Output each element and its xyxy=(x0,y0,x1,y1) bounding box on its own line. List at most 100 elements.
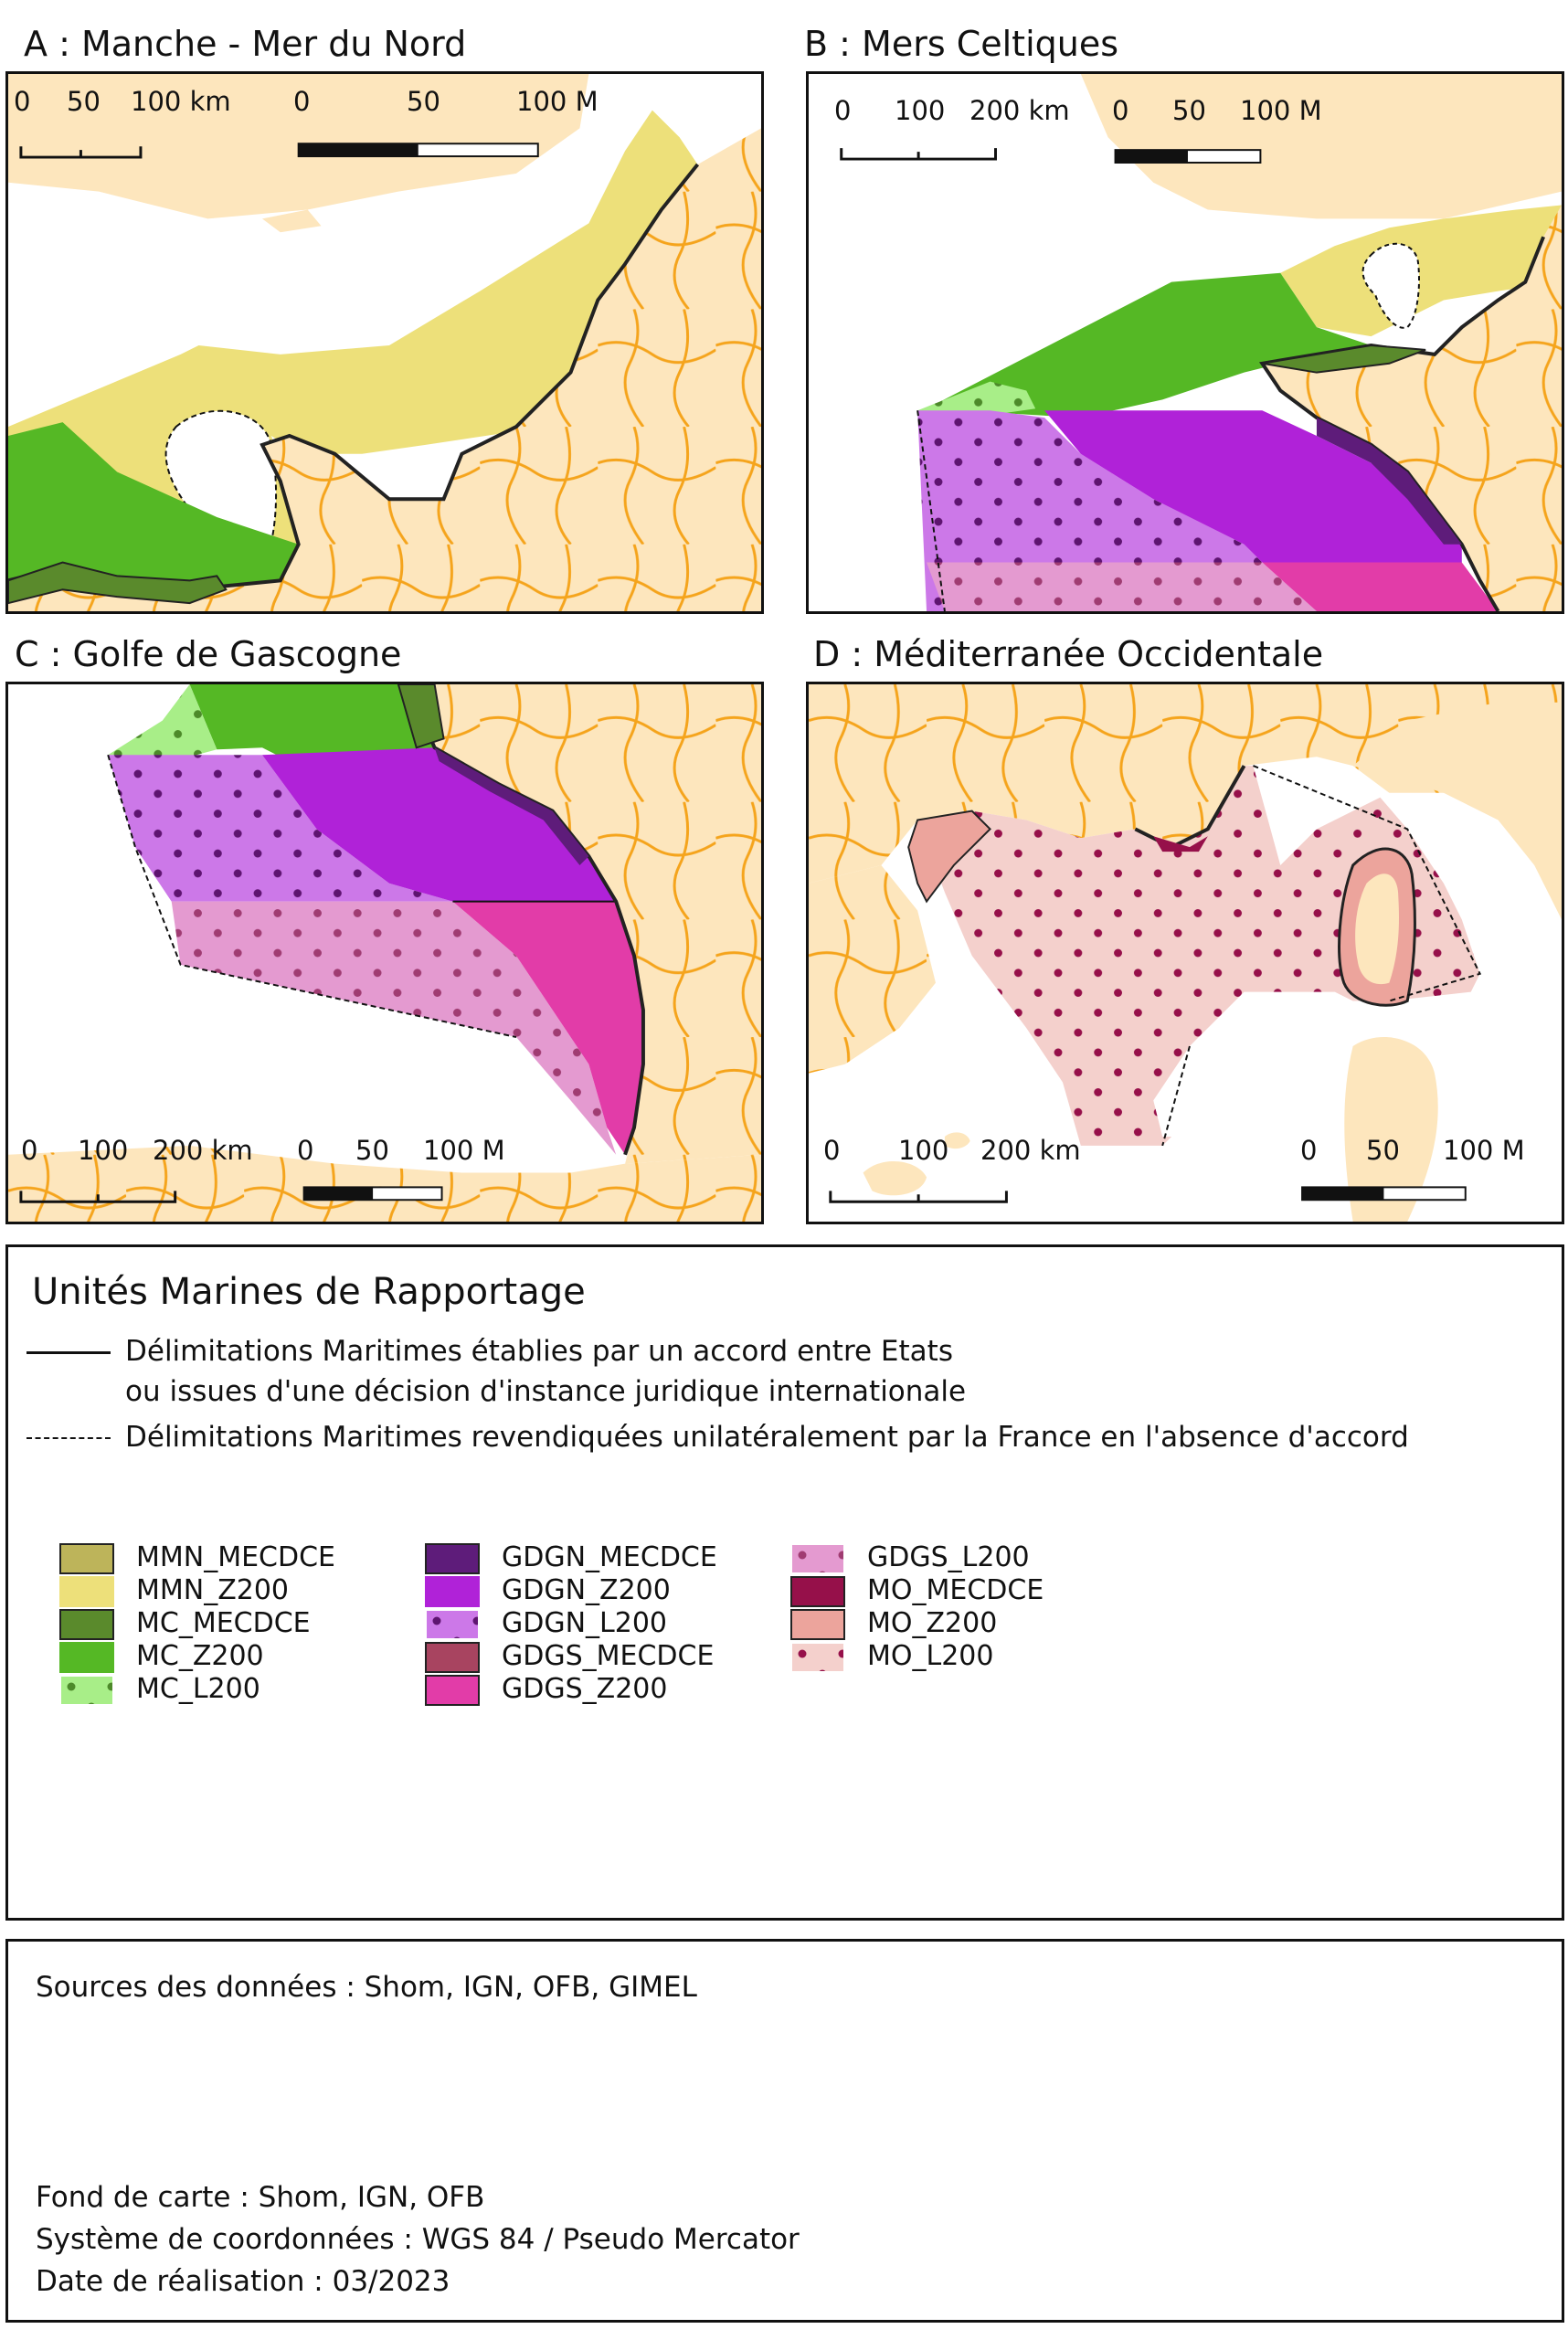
legend-box: Unités Marines de Rapportage Délimitatio… xyxy=(5,1244,1564,1921)
sources-box: Sources des données : Shom, IGN, OFB, GI… xyxy=(5,1939,1564,2323)
swatch-mc-mecdce xyxy=(59,1609,114,1640)
swatch-mc-l200 xyxy=(59,1675,114,1706)
map-b-scale-nm-0: 0 xyxy=(1112,95,1129,126)
map-d-scale-nm xyxy=(1301,1186,1467,1202)
swatch-label: GDGN_Z200 xyxy=(502,1574,671,1606)
swatch-label: MO_L200 xyxy=(867,1640,994,1672)
swatch-mo-mecdce xyxy=(790,1576,845,1607)
swatch-gdgs-mecdce xyxy=(425,1642,480,1673)
map-c-panel[interactable]: 0 100 200 km 0 50 100 M xyxy=(5,682,764,1224)
zone-mo-z200 xyxy=(907,810,991,904)
swatch-label: GDGS_L200 xyxy=(867,1541,1030,1573)
corsica-land xyxy=(1355,873,1399,985)
map-a-scale-nm-1: 50 xyxy=(407,86,440,117)
map-b-scale-km xyxy=(840,148,997,161)
map-a-panel[interactable]: 0 50 100 km 0 50 100 M xyxy=(5,71,764,614)
map-c-scale-km-1: 100 xyxy=(78,1135,129,1166)
map-c-scale-km xyxy=(19,1191,177,1203)
zone-gdgn-l200 xyxy=(108,755,453,902)
swatch-gdgs-l200 xyxy=(790,1543,845,1574)
map-b-scale-nm-1: 50 xyxy=(1172,95,1206,126)
map-b-panel[interactable]: 0 100 200 km 0 50 100 M xyxy=(806,71,1564,614)
zone-mc-mecdce xyxy=(8,561,228,605)
france-land xyxy=(8,128,761,611)
map-b-scale-nm xyxy=(1114,149,1262,164)
zone-gdgs-l200 xyxy=(927,562,1317,611)
swatch-label: MO_Z200 xyxy=(867,1607,998,1639)
map-d-panel[interactable]: 0 100 200 km 0 50 100 M xyxy=(806,682,1564,1224)
map-a-scale-nm xyxy=(297,143,539,158)
map-b-scale-km-1: 100 xyxy=(895,95,946,126)
swatch-gdgn-l200 xyxy=(425,1609,480,1640)
swatch-mmn-mecdce xyxy=(59,1543,114,1574)
zone-mc-z200 xyxy=(8,422,299,611)
map-c-scale-km-2: 200 km xyxy=(153,1135,253,1166)
swatch-mc-z200 xyxy=(59,1642,114,1673)
map-a-title: A : Manche - Mer du Nord xyxy=(24,24,467,64)
solid-line-sample xyxy=(26,1351,111,1354)
sardinia-land xyxy=(1344,1037,1438,1222)
swatch-gdgn-mecdce xyxy=(425,1543,480,1574)
swatch-gdgn-z200 xyxy=(425,1576,480,1607)
legend-line-solid-text-2: ou issues d'une décision d'instance juri… xyxy=(125,1375,967,1408)
swatch-mmn-z200 xyxy=(59,1576,114,1607)
map-d-title: D : Méditerranée Occidentale xyxy=(813,634,1324,674)
map-b-scale-nm-2: 100 M xyxy=(1240,95,1322,126)
map-a-scale-km-2: 100 km xyxy=(131,86,231,117)
zone-mo-l200 xyxy=(917,766,1480,1146)
dashed-line-sample xyxy=(26,1437,111,1439)
map-d-scale-nm-0: 0 xyxy=(1300,1135,1318,1166)
map-d-scale-nm-2: 100 M xyxy=(1443,1135,1525,1166)
swatch-label: MC_L200 xyxy=(136,1673,260,1705)
sources-date: Date de réalisation : 03/2023 xyxy=(36,2265,450,2298)
map-c-title: C : Golfe de Gascogne xyxy=(15,634,402,674)
map-d-scale-km-0: 0 xyxy=(823,1135,841,1166)
map-c-scale-nm-0: 0 xyxy=(297,1135,314,1166)
spain-land xyxy=(809,864,936,1074)
zone-gdgs-z200 xyxy=(1262,562,1499,611)
map-b-scale-km-0: 0 xyxy=(834,95,852,126)
map-c-scale-km-0: 0 xyxy=(21,1135,38,1166)
england-coast xyxy=(1080,74,1562,219)
zone-mc-z200 xyxy=(189,684,435,757)
swatch-label: GDGN_MECDCE xyxy=(502,1541,717,1573)
zone-gdgs-z200 xyxy=(452,901,643,1155)
map-b-title: B : Mers Celtiques xyxy=(804,24,1119,64)
swatch-mo-z200 xyxy=(790,1609,845,1640)
zone-mc-l200 xyxy=(108,684,217,757)
france-land xyxy=(809,684,1562,884)
map-c-scale-nm xyxy=(302,1186,443,1202)
swatch-mo-l200 xyxy=(790,1642,845,1673)
map-a-scale-nm-2: 100 M xyxy=(516,86,599,117)
legend-line-solid-text-1: Délimitations Maritimes établies par un … xyxy=(125,1335,953,1368)
swatch-gdgs-z200 xyxy=(425,1675,480,1706)
zone-mmn-z200 xyxy=(1280,205,1562,337)
map-d-scale-nm-1: 50 xyxy=(1366,1135,1400,1166)
zone-gdgn-mecdce xyxy=(434,747,589,865)
legend-line-dashed: Délimitations Maritimes revendiquées uni… xyxy=(26,1417,1489,1457)
zone-mc-mecdce xyxy=(397,684,445,749)
zone-gdgn-mecdce xyxy=(1316,418,1462,545)
sources-crs: Système de coordonnées : WGS 84 / Pseudo… xyxy=(36,2223,800,2256)
swatch-label: MC_MECDCE xyxy=(136,1607,311,1639)
map-d-scale-km-2: 200 km xyxy=(980,1135,1081,1166)
map-c-scale-nm-2: 100 M xyxy=(423,1135,505,1166)
map-b-canvas xyxy=(809,74,1562,611)
map-d-scale-km-1: 100 xyxy=(898,1135,949,1166)
map-a-scale-km-0: 0 xyxy=(14,86,31,117)
swatch-label: GDGS_Z200 xyxy=(502,1673,668,1705)
map-a-scale-nm-0: 0 xyxy=(293,86,311,117)
channel-islands-hole xyxy=(1361,242,1420,329)
map-d-scale-km xyxy=(829,1191,1008,1203)
swatch-label: GDGN_L200 xyxy=(502,1607,668,1639)
zone-gdgs-l200 xyxy=(171,901,617,1155)
france-land xyxy=(1262,205,1562,611)
zone-gdgn-z200 xyxy=(1044,410,1462,563)
map-b-scale-km-2: 200 km xyxy=(969,95,1070,126)
map-a-scale-km xyxy=(19,146,143,159)
france-land xyxy=(407,684,761,1164)
zone-gdgn-l200 xyxy=(917,410,1263,611)
zone-mc-l200 xyxy=(917,381,1036,418)
map-c-canvas xyxy=(8,684,761,1222)
zone-mc-mecdce xyxy=(1262,344,1426,374)
